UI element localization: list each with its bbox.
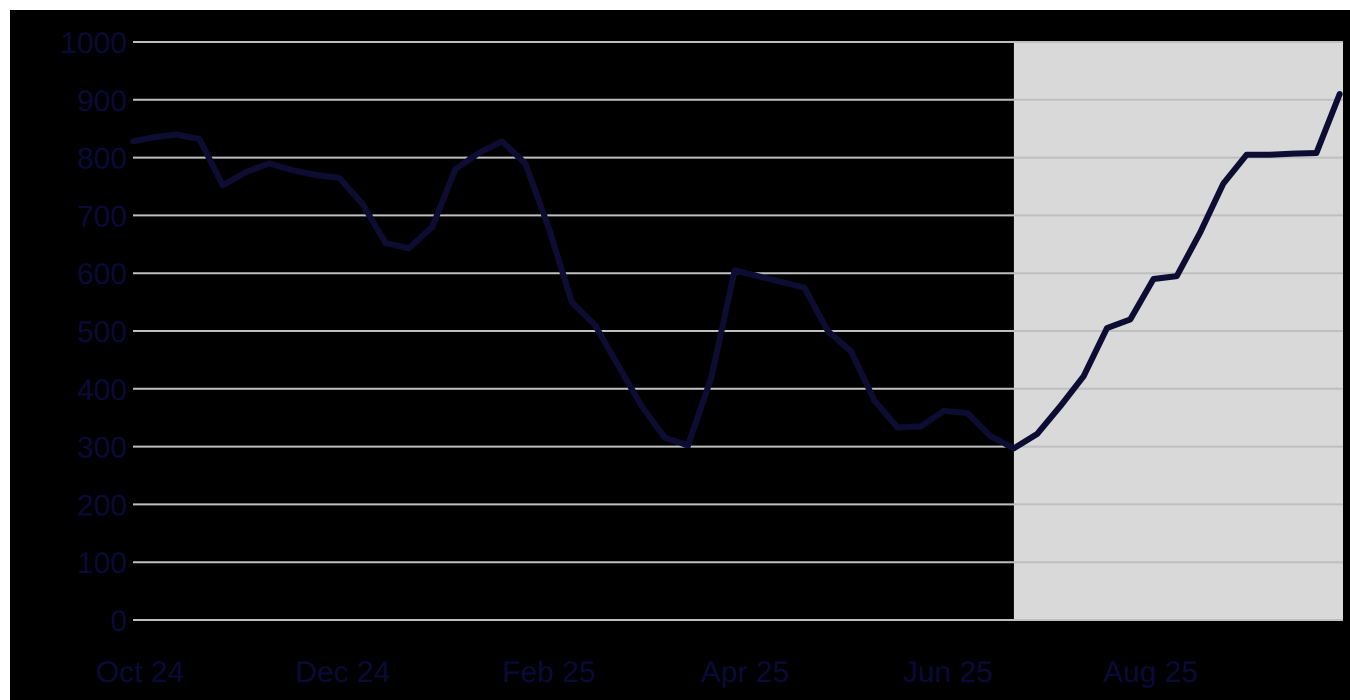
y-tick-label: 0	[110, 605, 127, 638]
y-axis-tick-labels: 0 100 200 300 400 500 600 700 800 900 1000	[60, 27, 127, 638]
y-tick-label: 600	[77, 258, 127, 291]
x-tick-label: Jun 25	[903, 656, 993, 689]
y-tick-label: 200	[77, 489, 127, 522]
series-line	[130, 91, 1343, 452]
x-tick-label: Dec 24	[295, 656, 390, 689]
y-tick-label: 500	[77, 316, 127, 349]
y-tick-label: 100	[77, 547, 127, 580]
series-layer	[130, 91, 1343, 452]
y-tick-label: 800	[77, 143, 127, 176]
x-axis-tick-labels: Oct 24 Dec 24 Feb 25 Apr 25 Jun 25 Aug 25	[96, 656, 1198, 689]
x-tick-label: Oct 24	[96, 656, 184, 689]
x-tick-label: Aug 25	[1103, 656, 1198, 689]
y-tick-label: 300	[77, 432, 127, 465]
x-tick-label: Apr 25	[701, 656, 789, 689]
x-tick-label: Feb 25	[502, 656, 595, 689]
y-tick-label: 400	[77, 374, 127, 407]
y-tick-label: 900	[77, 85, 127, 118]
y-tick-label: 1000	[60, 27, 127, 60]
y-tick-label: 700	[77, 200, 127, 233]
